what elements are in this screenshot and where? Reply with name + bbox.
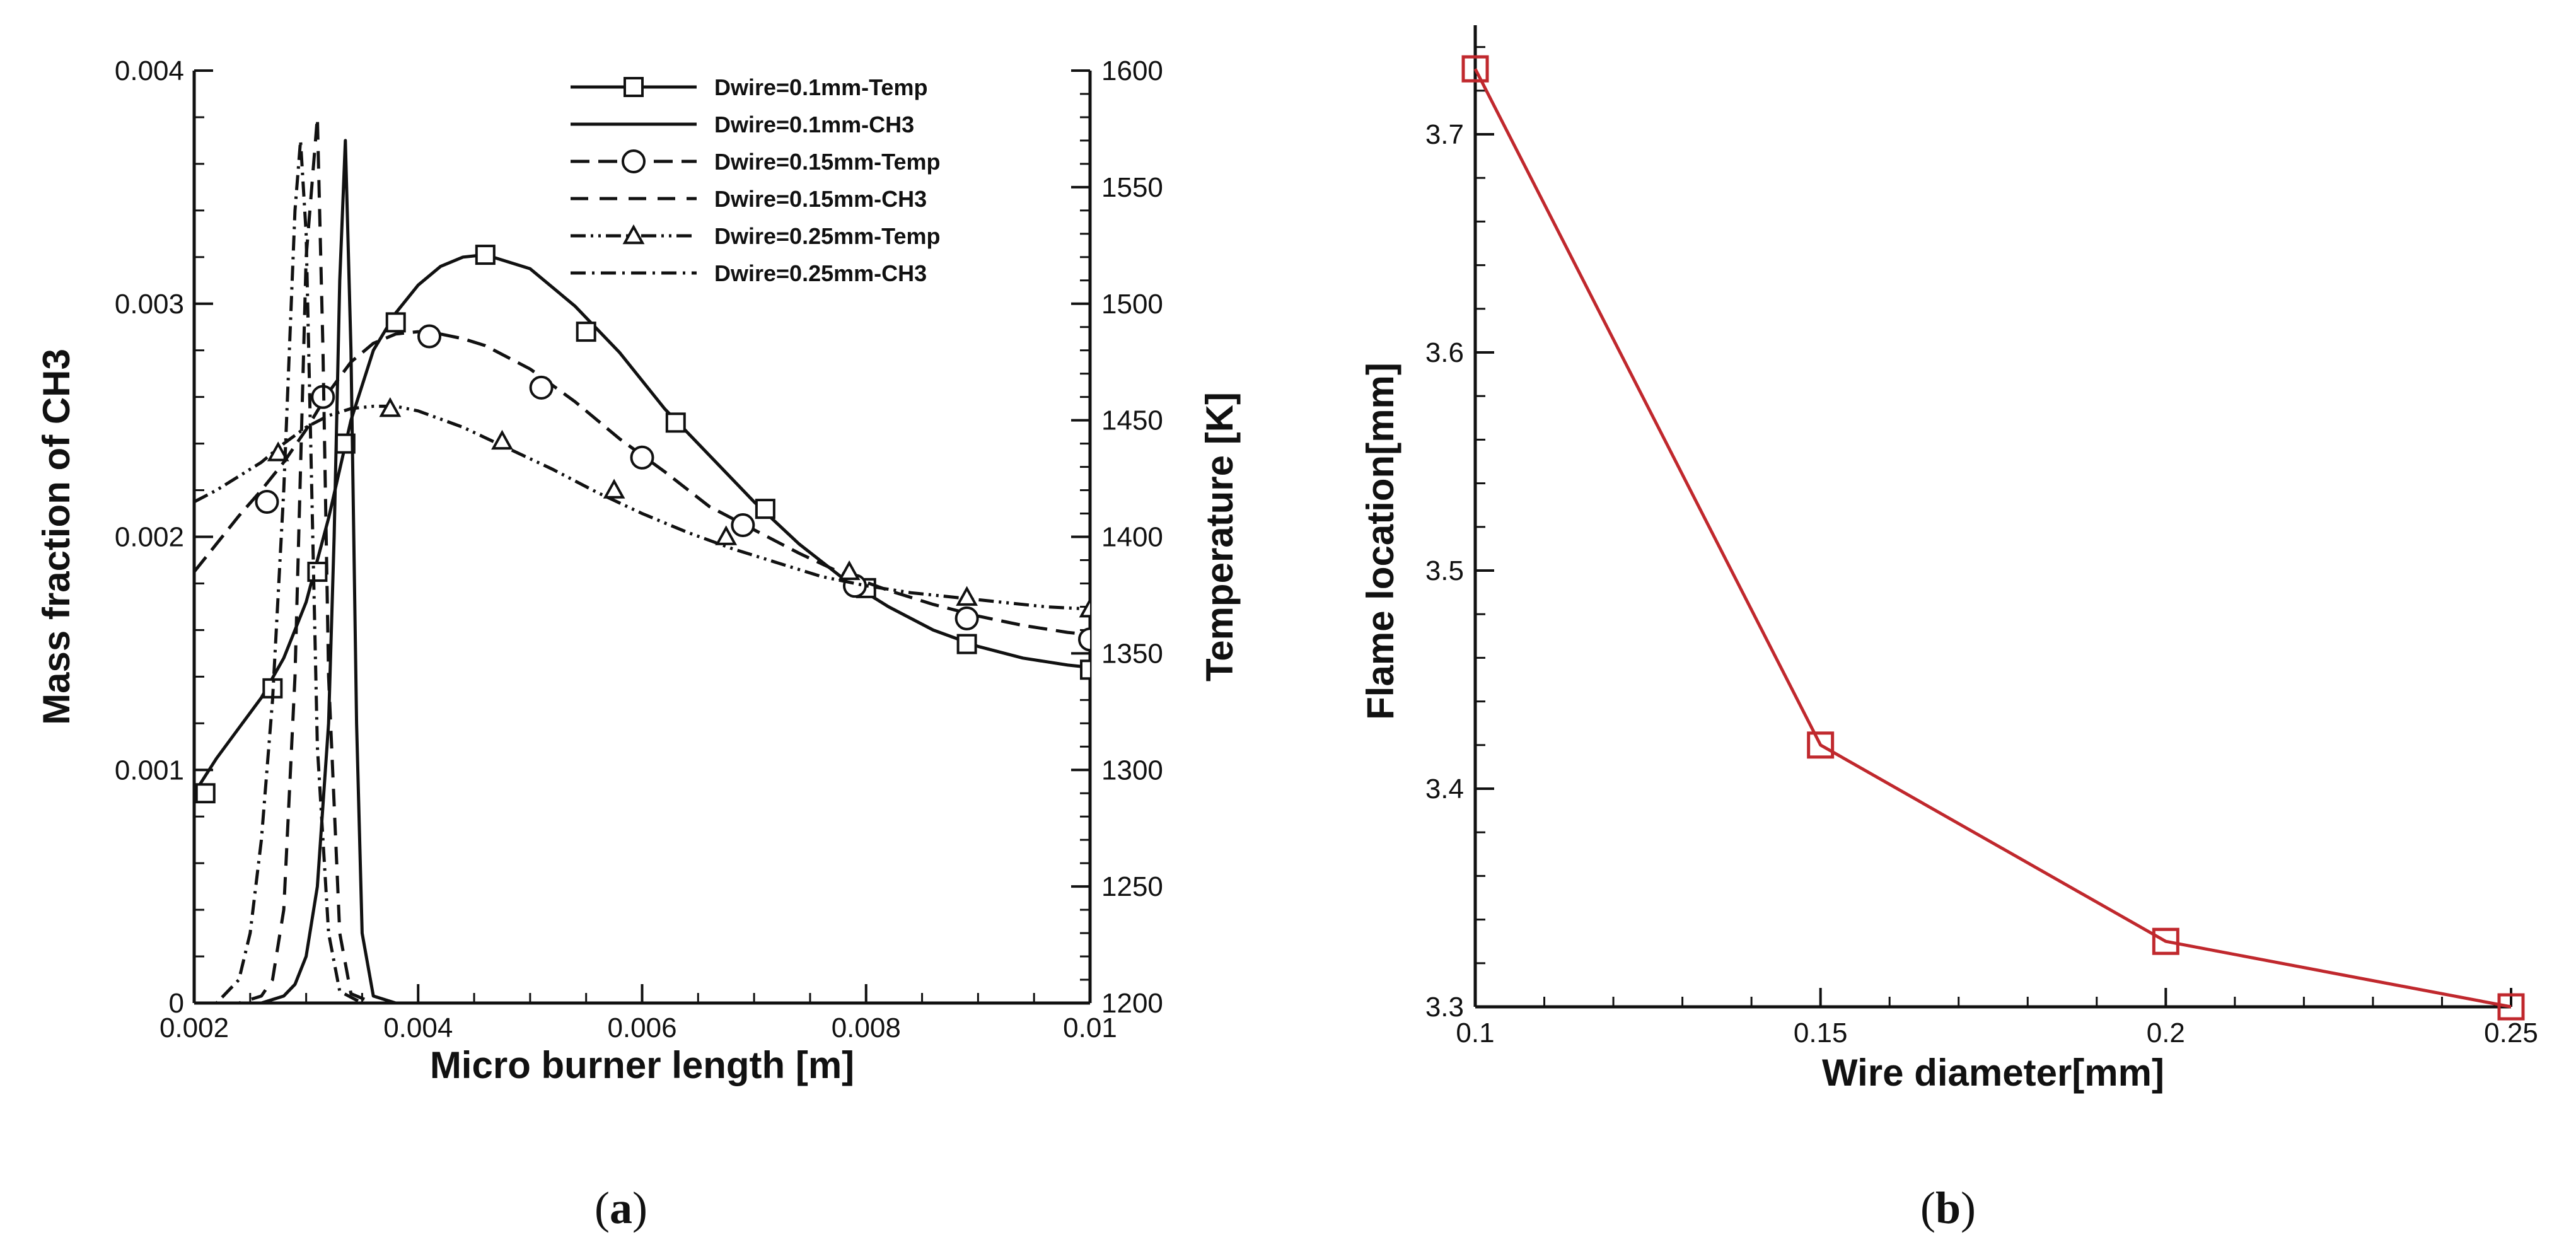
chart-b-point — [1461, 55, 1489, 83]
chart-b-x-tick-label: 0.2 — [2147, 1018, 2185, 1048]
chart-a-x-axis-title: Micro burner length [m] — [430, 1044, 854, 1086]
chart-a-line-dwire-0-25mm-temp — [194, 404, 1090, 611]
chart-a-marker-dwire-0-25mm-temp — [603, 479, 625, 499]
panel-label-b: (b) — [1920, 1183, 1976, 1233]
chart-a-x-tick-label: 0.004 — [383, 1012, 453, 1043]
chart-a-y2-tick-label: 1350 — [1101, 638, 1163, 669]
chart-a-marker-dwire-0-15mm-temp — [529, 375, 554, 400]
chart-b-y-tick-label: 3.6 — [1425, 337, 1464, 368]
chart-a-marker-dwire-0-25mm-temp — [838, 560, 861, 581]
chart-a-series-dwire-0-15mm-temp — [194, 324, 1090, 652]
chart-a-x-tick-label: 0.01 — [1063, 1012, 1117, 1043]
chart-a-marker-dwire-0-25mm-temp — [715, 525, 738, 545]
chart-a-legend-label-dwire-0-15mm-ch3: Dwire=0.15mm-CH3 — [714, 186, 927, 212]
chart-a-y-axis-title: Mass fraction of CH3 — [35, 349, 78, 725]
chart-a-y-tick-label: 0.003 — [115, 289, 184, 320]
chart-a-series-dwire-0-1mm-ch3 — [194, 139, 1090, 1003]
chart-a-marker-dwire-0-15mm-temp — [417, 324, 442, 349]
chart-a-marker-dwire-0-15mm-temp — [630, 445, 654, 470]
chart-a-series-dwire-0-25mm-temp — [194, 397, 1090, 618]
chart-a-y2-tick-label: 1300 — [1101, 755, 1163, 786]
chart-a-marker-dwire-0-1mm-temp — [195, 783, 216, 804]
chart-a-line-dwire-0-15mm-ch3 — [194, 115, 1090, 1003]
chart-a-marker-dwire-0-15mm-temp — [954, 606, 979, 630]
chart-b-line-flame-location — [1473, 68, 2512, 1009]
chart-a-marker-dwire-0-1mm-temp — [755, 499, 775, 519]
chart-a-legend-label-dwire-0-15mm-temp: Dwire=0.15mm-Temp — [714, 149, 940, 175]
chart-a-x-tick-label: 0.006 — [607, 1012, 676, 1043]
chart-b-x-tick-label: 0.1 — [1456, 1018, 1494, 1048]
chart-a-y2-tick-label: 1200 — [1101, 988, 1163, 1019]
chart-b-x-axis-title: Wire diameter[mm] — [1822, 1052, 2164, 1094]
chart-a-marker-dwire-0-1mm-temp — [665, 412, 686, 433]
chart-a-y-tick-label: 0.002 — [115, 522, 184, 553]
chart-a-marker-dwire-0-15mm-temp — [1078, 627, 1090, 652]
chart-a-line-dwire-0-15mm-temp — [194, 330, 1090, 637]
chart-a-marker-dwire-0-25mm-temp — [491, 429, 513, 450]
chart-a-series-dwire-0-15mm-ch3 — [194, 115, 1090, 1003]
chart-a-marker-dwire-0-15mm-temp — [255, 490, 279, 514]
chart-b-point — [2152, 927, 2179, 955]
chart-a-legend-label-dwire-0-1mm-ch3: Dwire=0.1mm-CH3 — [714, 112, 914, 137]
chart-a-legend-marker-dwire-0-1mm-temp — [624, 77, 644, 97]
chart-a-y2-axis-title: Temperature [K] — [1198, 392, 1241, 682]
chart-b-y-tick-label: 3.5 — [1425, 555, 1464, 586]
chart-a-x-tick-label: 0.008 — [832, 1012, 901, 1043]
chart-b-x-tick-label: 0.25 — [2484, 1018, 2538, 1048]
chart-a-x-tick-label: 0.002 — [160, 1012, 229, 1043]
chart-a-series-dwire-0-25mm-ch3 — [194, 139, 1090, 1003]
chart-a-y-tick-label: 0.004 — [115, 55, 184, 86]
chart-a-marker-dwire-0-25mm-temp — [1079, 598, 1090, 618]
chart-a-y2-tick-label: 1550 — [1101, 172, 1163, 203]
chart-a-flame-profiles: 0.002 0.004 0.006 0.008 0.01 0 0.001 0.002 0.003… — [35, 55, 1241, 1086]
chart-a-legend-label-dwire-0-25mm-ch3: Dwire=0.25mm-CH3 — [714, 260, 927, 286]
chart-b-y-axis-title: Flame location[mm] — [1359, 363, 1401, 720]
chart-a-legend: Dwire=0.1mm-Temp Dwire=0.1mm-CH3 Dwire=0.1… — [571, 74, 940, 286]
chart-a-y2-tick-label: 1450 — [1101, 405, 1163, 436]
chart-b-y-tick-label: 3.3 — [1425, 992, 1464, 1023]
chart-a-y2-tick-label: 1400 — [1101, 522, 1163, 553]
chart-a-marker-dwire-0-1mm-temp — [385, 312, 406, 333]
chart-a-y-tick-label: 0.001 — [115, 755, 184, 786]
chart-a-marker-dwire-0-25mm-temp — [379, 397, 402, 417]
chart-a-marker-dwire-0-25mm-temp — [267, 441, 289, 461]
chart-a-y2-tick-label: 1600 — [1101, 55, 1163, 86]
chart-a-marker-dwire-0-1mm-temp — [1080, 659, 1090, 680]
chart-a-legend-label-dwire-0-25mm-temp: Dwire=0.25mm-Temp — [714, 223, 940, 249]
panel-label-a: (a) — [595, 1183, 647, 1233]
chart-a-y-tick-label: 0 — [169, 988, 184, 1019]
chart-a-marker-dwire-0-1mm-temp — [307, 561, 328, 582]
chart-a-legend-marker-dwire-0-15mm-temp — [622, 149, 646, 173]
chart-b-flame-location: 0.1 0.15 0.2 0.25 3.3 3.4 3.5 3.6 3.7 Wire diamet… — [1359, 25, 2538, 1094]
chart-a-line-dwire-0-25mm-ch3 — [194, 139, 1090, 1003]
chart-a-marker-dwire-0-1mm-temp — [956, 634, 977, 654]
chart-a-marker-dwire-0-1mm-temp — [576, 322, 596, 342]
chart-a-y2-tick-label: 1250 — [1101, 871, 1163, 902]
chart-b-y-tick-label: 3.7 — [1425, 119, 1464, 150]
chart-b-y-tick-label: 3.4 — [1425, 774, 1464, 804]
chart-a-line-dwire-0-1mm-ch3 — [194, 139, 1090, 1003]
chart-a-marker-dwire-0-25mm-temp — [956, 586, 978, 606]
chart-b-point — [2497, 993, 2525, 1021]
chart-a-y2-tick-label: 1500 — [1101, 289, 1163, 320]
chart-b-point — [1807, 731, 1835, 759]
chart-a-marker-dwire-0-15mm-temp — [731, 513, 755, 538]
chart-a-marker-dwire-0-1mm-temp — [475, 245, 496, 265]
chart-b-x-tick-label: 0.15 — [1794, 1018, 1848, 1048]
chart-a-legend-label-dwire-0-1mm-temp: Dwire=0.1mm-Temp — [714, 74, 927, 100]
chart-a-legend-marker-dwire-0-25mm-temp — [622, 224, 645, 245]
